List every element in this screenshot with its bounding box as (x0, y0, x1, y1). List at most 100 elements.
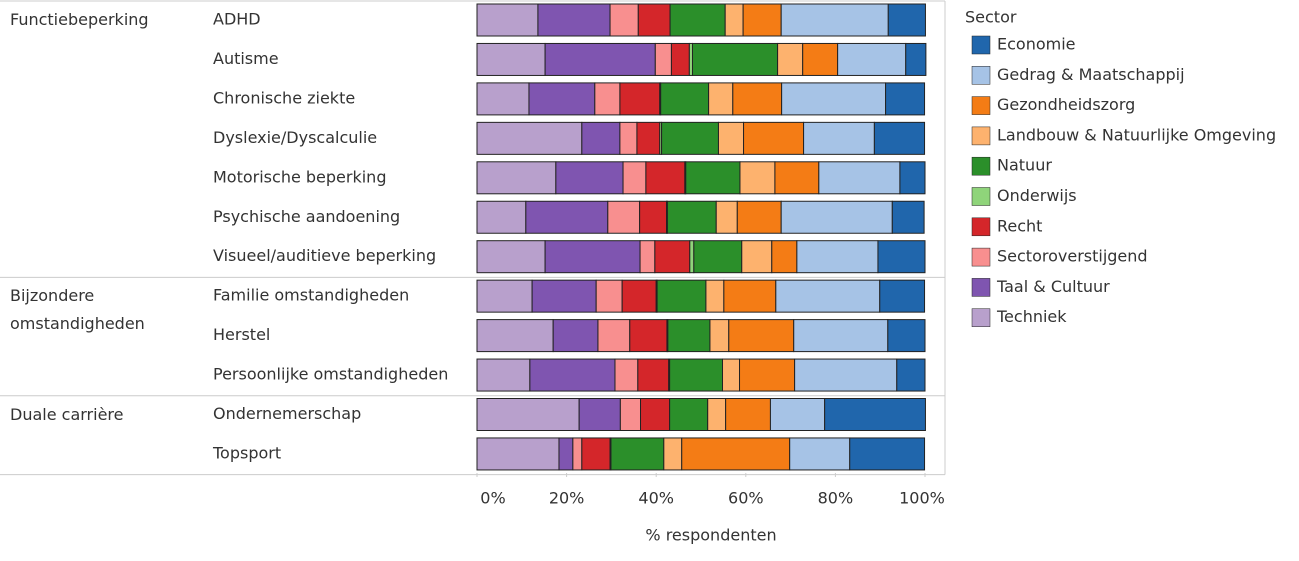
bar-segment (717, 121, 745, 155)
bar-segment (531, 279, 597, 313)
group-label: Bijzondere omstandigheden (10, 286, 145, 334)
bar-segment (742, 3, 782, 37)
category-label: Chronische ziekte (213, 88, 355, 107)
bar-segment (732, 82, 783, 116)
bar-segment (873, 121, 926, 155)
bar-segment (476, 437, 560, 471)
bar-segment (709, 319, 730, 353)
bar-segment (887, 319, 926, 353)
bar-segment (663, 437, 683, 471)
bar-segment (708, 82, 734, 116)
bar-segment (775, 279, 881, 313)
bar-segment (715, 200, 738, 234)
bar-segment (555, 161, 624, 195)
legend-swatch (971, 217, 991, 237)
legend-label: Taal & Cultuur (996, 277, 1110, 296)
bar-segment (802, 42, 839, 76)
category-label: Ondernemerschap (213, 404, 361, 423)
bar-segment (681, 437, 791, 471)
bar-segment (837, 42, 907, 76)
bar-segment (476, 319, 554, 353)
category-label: Visueel/auditieve beperking (213, 246, 436, 265)
bar-segment (896, 358, 926, 392)
legend-swatch (971, 126, 991, 146)
bar-segment (476, 200, 527, 234)
bar-segment (637, 3, 671, 37)
bar-segment (818, 161, 901, 195)
bar-segment (667, 319, 711, 353)
x-tick-label: 0% (480, 489, 505, 508)
x-axis-title: % respondenten (645, 526, 776, 545)
bar-segment (609, 3, 639, 37)
bar-segment (578, 398, 621, 431)
category-label: Psychische aandoening (213, 207, 400, 226)
category-label: Herstel (213, 325, 270, 344)
legend-swatch (971, 247, 991, 267)
bar-segment (525, 200, 609, 234)
bar-segment (476, 279, 533, 313)
bar-segment (777, 42, 804, 76)
legend-swatch (971, 308, 991, 327)
legend-label: Gedrag & Maatschappij (997, 65, 1185, 84)
legend-swatch (971, 66, 991, 85)
legend-swatch (971, 156, 991, 176)
bar-segment (728, 319, 795, 353)
bar-segment (824, 398, 926, 431)
bar-segment (693, 240, 743, 274)
bar-segment (537, 3, 611, 37)
legend-label: Onderwijs (997, 186, 1077, 205)
bar-segment (669, 3, 726, 37)
bar-segment (803, 121, 875, 155)
bar-segment (669, 358, 724, 392)
bar-segment (476, 42, 546, 76)
bar-segment (669, 398, 709, 431)
group-label: Duale carrière (10, 404, 124, 424)
bar-segment (558, 437, 574, 471)
bar-segment (640, 398, 671, 431)
legend-label: Recht (997, 216, 1042, 235)
bar-segment (722, 358, 741, 392)
bar-segment (619, 82, 661, 116)
bar-segment (629, 319, 668, 353)
legend-title: Sector (965, 8, 1017, 27)
bar-segment (689, 240, 695, 274)
legend-swatch (971, 187, 991, 206)
group-label: Functiebeperking (10, 10, 149, 29)
bar-segment (793, 319, 889, 353)
bar-segment (891, 200, 925, 234)
bar-segment (656, 279, 707, 313)
bar-segment (476, 82, 530, 116)
bar-segment (622, 161, 647, 195)
legend-label: Sectoroverstijgend (997, 247, 1148, 266)
bar-segment (572, 437, 583, 471)
legend-swatch (971, 96, 991, 115)
category-label: ADHD (213, 10, 261, 29)
bar-segment (607, 200, 641, 234)
bar-segment (476, 398, 580, 431)
legend-label: Gezondheidszorg (997, 95, 1135, 114)
bar-segment (619, 121, 638, 155)
bar-segment (637, 358, 670, 392)
bar-segment (705, 279, 725, 313)
bar-segment (645, 161, 686, 195)
bar-segment (724, 3, 744, 37)
bar-segment (666, 200, 717, 234)
bar-segment (774, 161, 820, 195)
category-label: Dyslexie/Dyscalculie (213, 128, 377, 147)
bar-segment (654, 240, 691, 274)
bar-segment (879, 279, 926, 313)
bar-segment (794, 358, 898, 392)
category-label: Topsport (212, 443, 281, 462)
legend-label: Techniek (996, 307, 1067, 326)
bar-segment (771, 240, 798, 274)
legend-swatch (971, 35, 991, 55)
category-label: Autisme (213, 49, 279, 68)
bar-segment (476, 358, 531, 392)
bar-segment (707, 398, 727, 431)
bar-segment (594, 82, 621, 116)
bar-segment (743, 121, 805, 155)
bar-segment (899, 161, 926, 195)
bar-segment (691, 42, 779, 76)
bar-segment (610, 437, 665, 471)
